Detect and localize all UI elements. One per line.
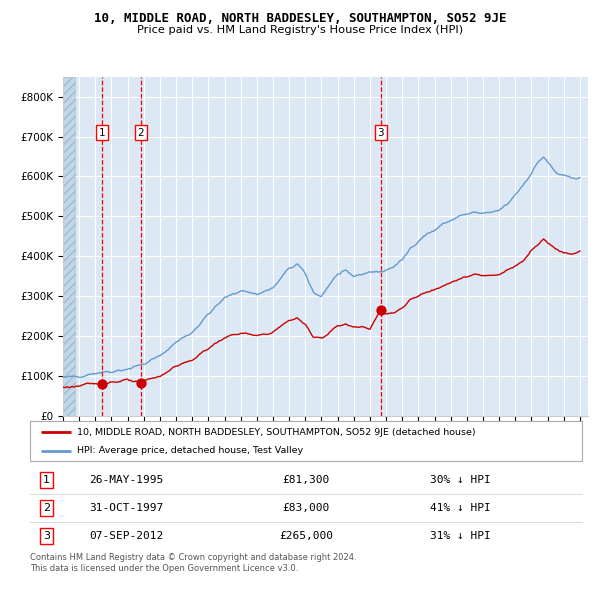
- FancyBboxPatch shape: [30, 421, 582, 461]
- Text: 07-SEP-2012: 07-SEP-2012: [89, 531, 164, 541]
- Text: 3: 3: [377, 127, 384, 137]
- Text: 30% ↓ HPI: 30% ↓ HPI: [430, 475, 491, 485]
- Text: Contains HM Land Registry data © Crown copyright and database right 2024.
This d: Contains HM Land Registry data © Crown c…: [30, 553, 356, 573]
- Text: HPI: Average price, detached house, Test Valley: HPI: Average price, detached house, Test…: [77, 446, 303, 455]
- Text: 1: 1: [43, 475, 50, 485]
- Text: £265,000: £265,000: [279, 531, 333, 541]
- Bar: [63, 77, 75, 416]
- Point: [136, 378, 146, 388]
- Text: 10, MIDDLE ROAD, NORTH BADDESLEY, SOUTHAMPTON, SO52 9JE: 10, MIDDLE ROAD, NORTH BADDESLEY, SOUTHA…: [94, 12, 506, 25]
- Text: 41% ↓ HPI: 41% ↓ HPI: [430, 503, 491, 513]
- Text: 10, MIDDLE ROAD, NORTH BADDESLEY, SOUTHAMPTON, SO52 9JE (detached house): 10, MIDDLE ROAD, NORTH BADDESLEY, SOUTHA…: [77, 428, 476, 437]
- Point: [376, 306, 386, 315]
- Point: [97, 379, 107, 388]
- Text: £81,300: £81,300: [283, 475, 329, 485]
- Text: 1: 1: [98, 127, 105, 137]
- Text: £83,000: £83,000: [283, 503, 329, 513]
- Text: 2: 2: [43, 503, 50, 513]
- Text: 3: 3: [43, 531, 50, 541]
- Text: Price paid vs. HM Land Registry's House Price Index (HPI): Price paid vs. HM Land Registry's House …: [137, 25, 463, 35]
- Text: 31% ↓ HPI: 31% ↓ HPI: [430, 531, 491, 541]
- Text: 26-MAY-1995: 26-MAY-1995: [89, 475, 164, 485]
- Text: 31-OCT-1997: 31-OCT-1997: [89, 503, 164, 513]
- Text: 2: 2: [138, 127, 145, 137]
